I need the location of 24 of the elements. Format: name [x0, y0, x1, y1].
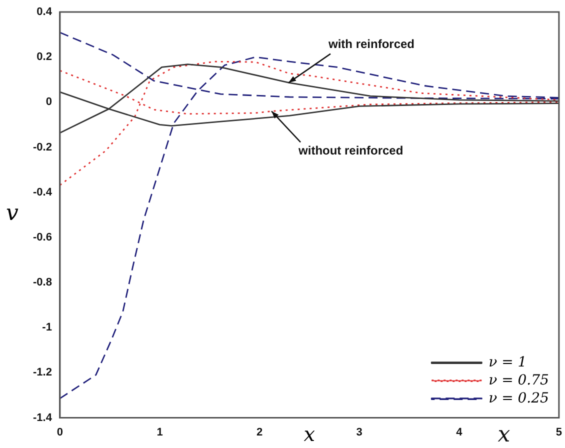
- legend-label: ν = 0.75: [488, 372, 550, 388]
- y-tick-label: -1: [42, 322, 52, 334]
- x-tick-label: 4: [456, 426, 464, 438]
- y-tick-label: -1.4: [32, 412, 53, 424]
- y-tick-label: -0.8: [32, 276, 52, 289]
- x-tick-label: 0: [56, 426, 64, 438]
- y-axis-title: v: [6, 200, 18, 226]
- y-tick-label: 0.2: [36, 51, 52, 64]
- annotation: without reinforced: [298, 144, 404, 158]
- y-tick-label: -0.6: [32, 231, 52, 244]
- y-tick-label: 0.4: [36, 6, 53, 18]
- x-axis-title: x: [304, 422, 316, 446]
- x-tick-label: 1: [156, 426, 163, 438]
- legend-label: ν = 0.25: [488, 390, 550, 406]
- x-tick-label: 3: [356, 426, 362, 438]
- y-tick-label: -0.2: [32, 141, 52, 154]
- y-tick-label: -0.4: [32, 186, 53, 198]
- x-tick-label: 2: [256, 426, 263, 438]
- annotation: with reinforced: [327, 37, 415, 52]
- y-tick-label: 0: [46, 96, 52, 108]
- x-tick-label: 5: [556, 426, 562, 438]
- legend-label: ν = 1: [488, 354, 527, 370]
- text: x: [498, 422, 511, 448]
- y-tick-label: -1.2: [32, 366, 52, 379]
